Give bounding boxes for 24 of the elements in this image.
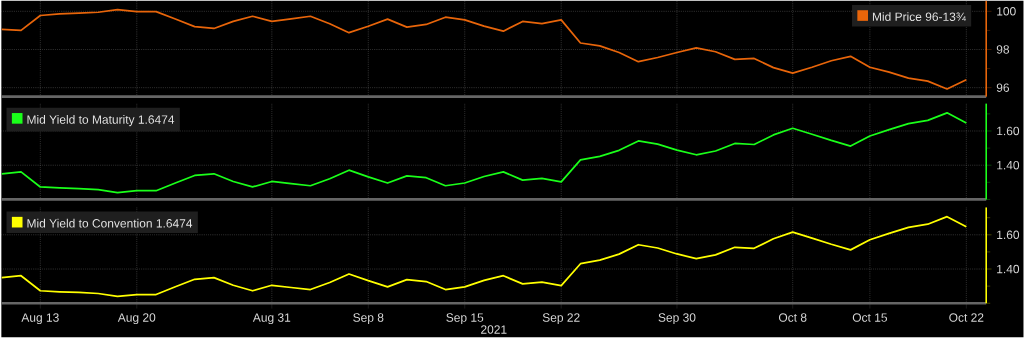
x-tick-label: Aug 31 xyxy=(252,313,291,325)
x-axis-title: 2021 xyxy=(481,325,507,334)
x-tick-label: Aug 20 xyxy=(117,313,156,325)
x-tick-label: Sep 22 xyxy=(542,313,580,325)
legend-label: Mid Yield to Maturity 1.6474 xyxy=(27,114,175,127)
x-tick-label: Sep 15 xyxy=(446,313,484,325)
y-tick-label: 100 xyxy=(997,6,1016,16)
legend-label: Mid Price 96-13¾ xyxy=(872,12,966,21)
y-tick-label: 1.40 xyxy=(997,160,1020,170)
y-tick-label: 1.60 xyxy=(997,230,1020,239)
y-tick-label: 98 xyxy=(996,45,1010,54)
y-tick-label: 96 xyxy=(996,83,1010,92)
x-tick-label: Aug 13 xyxy=(21,313,59,325)
x-tick-label: Oct 8 xyxy=(778,313,807,322)
x-tick-label: Sep 30 xyxy=(658,313,696,325)
line-series xyxy=(0,8,968,90)
legend-label: Mid Yield to Convention 1.6474 xyxy=(27,218,193,228)
line-series xyxy=(0,111,968,194)
y-tick-label: 1.60 xyxy=(997,126,1020,136)
x-tick-label: Oct 15 xyxy=(852,313,888,322)
y-tick-label: 1.40 xyxy=(997,264,1020,274)
x-tick-label: Oct 22 xyxy=(949,313,984,322)
line-series xyxy=(0,215,968,298)
x-tick-label: Sep 8 xyxy=(353,313,384,325)
